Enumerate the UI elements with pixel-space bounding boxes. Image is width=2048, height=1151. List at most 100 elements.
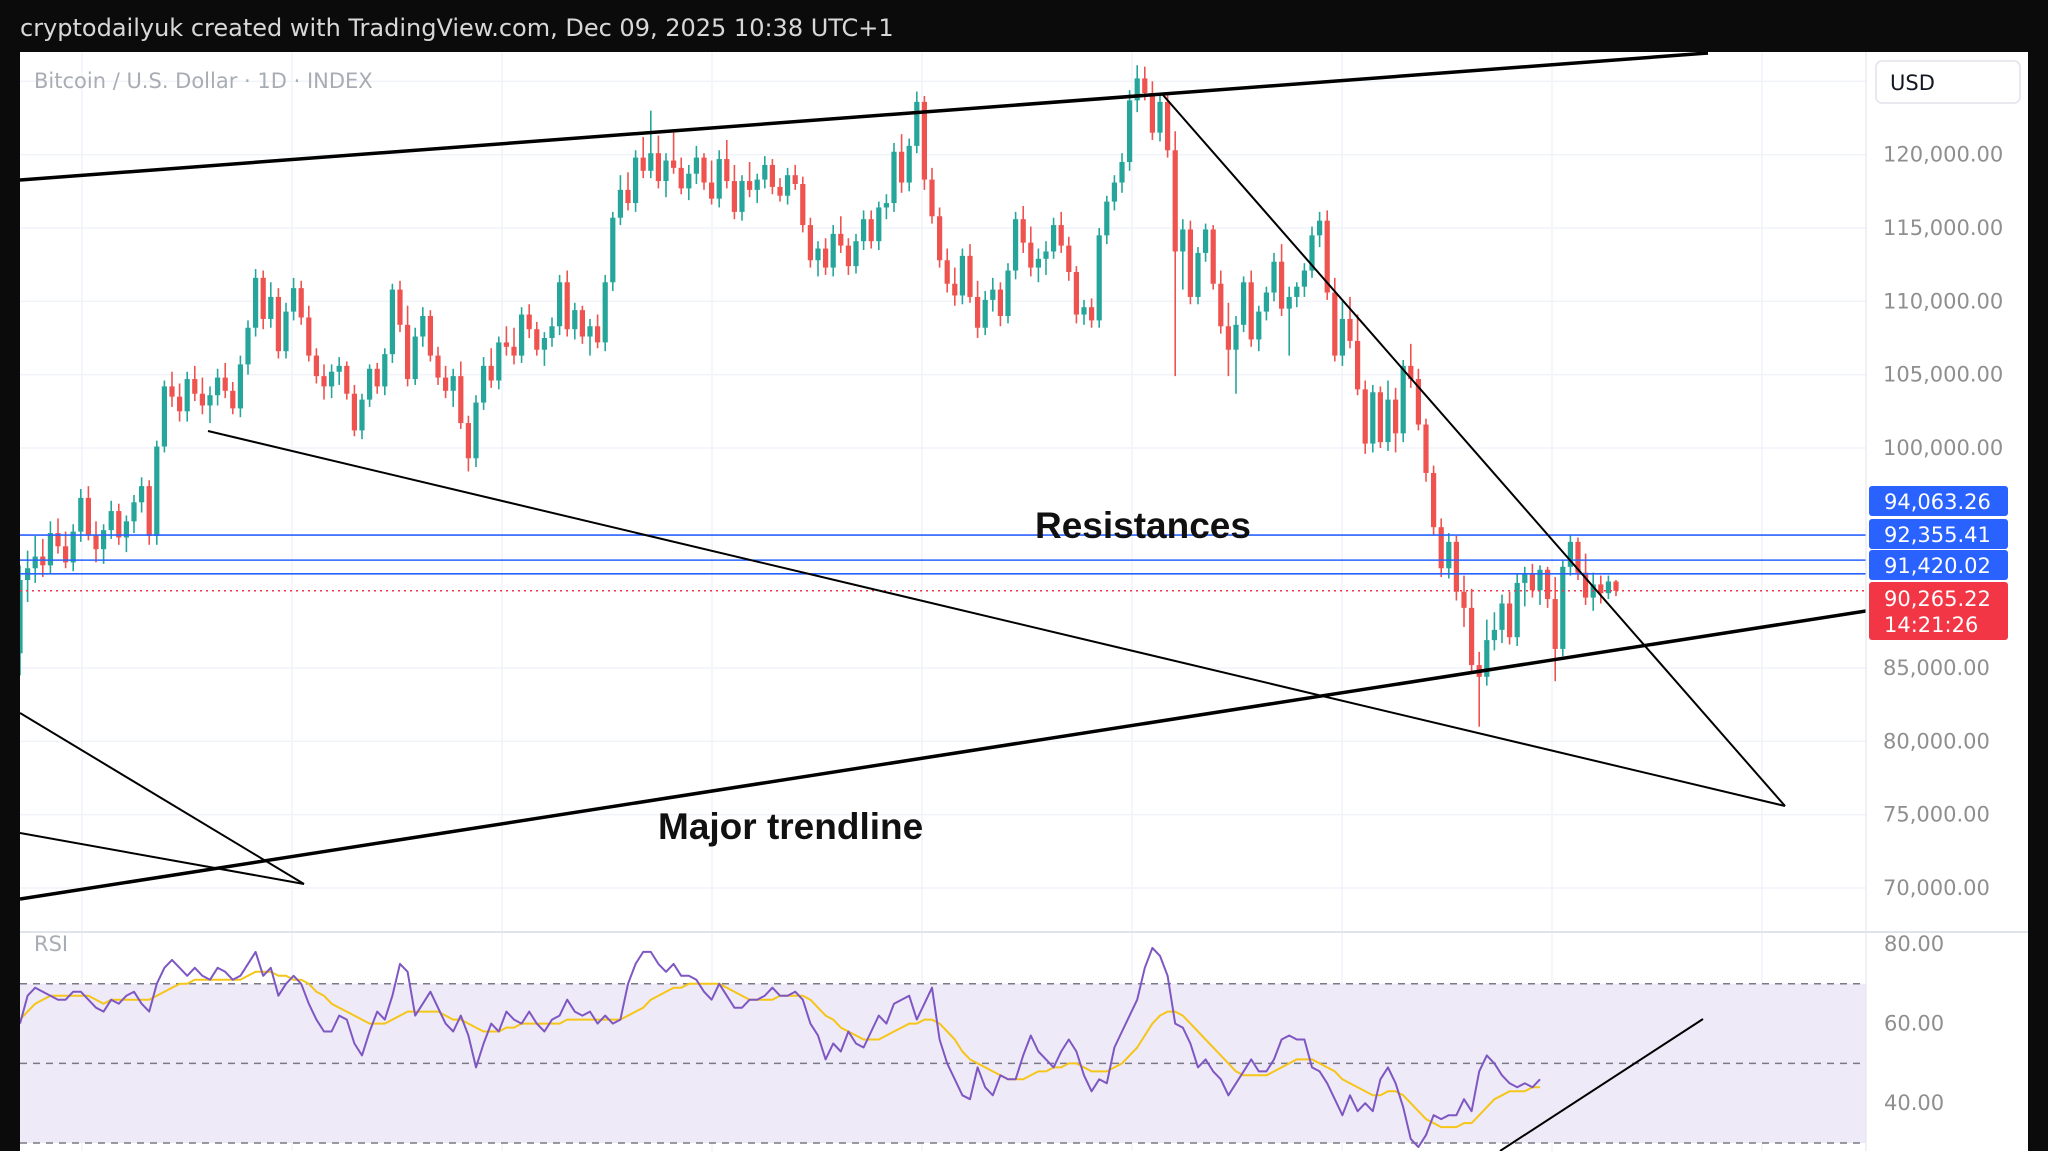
candle-body — [959, 255, 965, 296]
candle-body — [1332, 292, 1338, 356]
candle-body — [313, 355, 319, 377]
candle-body — [1438, 527, 1444, 569]
level-price-pill — [1869, 519, 2008, 549]
candle-body — [602, 282, 608, 343]
candle-body — [579, 310, 585, 337]
candle-body — [146, 486, 152, 536]
candle-body — [78, 497, 84, 532]
candle-body — [253, 277, 259, 328]
candle-body — [412, 336, 418, 380]
candle-body — [397, 289, 403, 325]
candle-body — [443, 377, 449, 391]
candle-body — [1203, 229, 1209, 253]
candle-body — [260, 277, 266, 319]
candle-body — [1294, 286, 1300, 297]
candle-body — [1043, 251, 1049, 259]
candle-body — [123, 521, 129, 538]
candle-body — [534, 329, 540, 350]
candle-body — [1537, 569, 1543, 591]
price-tick-label: 120,000.00 — [1883, 143, 2003, 167]
candle-body — [1005, 270, 1011, 316]
old-trendline-b[interactable] — [20, 832, 305, 885]
candle-body — [465, 423, 471, 459]
rsi-axis[interactable]: 80.00 60.00 40.00 — [1884, 932, 1944, 1115]
old-trendline-a[interactable] — [20, 712, 305, 885]
upper-channel-trendline[interactable] — [20, 52, 1709, 182]
candle-body — [1309, 235, 1315, 271]
candle-body — [1035, 258, 1041, 268]
candle-body — [1446, 541, 1452, 569]
candle-body — [169, 386, 175, 397]
candle-body — [982, 299, 988, 328]
candle-body — [997, 289, 1003, 316]
candle-body — [937, 216, 943, 261]
level-price-pill — [1869, 550, 2008, 580]
candle-body — [1089, 307, 1095, 321]
candle-body — [739, 181, 745, 212]
candle-body — [222, 377, 228, 391]
candle-body — [192, 379, 198, 394]
currency-button[interactable]: USD — [1875, 60, 2021, 104]
candle-body — [1301, 270, 1307, 287]
candle-body — [435, 355, 441, 378]
rsi-lines — [20, 946, 1541, 1148]
candle-body — [952, 283, 958, 296]
candle-body — [1529, 574, 1535, 591]
candle-body — [1377, 392, 1383, 443]
candle-body — [595, 326, 601, 343]
candle-body — [1096, 235, 1102, 321]
candle-body — [747, 181, 753, 190]
candle-body — [20, 580, 23, 654]
candle-body — [1286, 296, 1292, 309]
level-price-text: 94,063.26 — [1884, 490, 1991, 514]
candle-body — [1104, 201, 1110, 236]
descending-trendline[interactable] — [1162, 94, 1786, 807]
lower-wedge-trendline[interactable] — [207, 430, 1786, 807]
candle-body — [686, 173, 692, 189]
candle-body — [1339, 318, 1345, 356]
candle-body — [1552, 599, 1558, 649]
candle-body — [405, 324, 411, 380]
candle-body — [557, 282, 563, 327]
candle-body — [648, 153, 654, 171]
candle-body — [1469, 607, 1475, 666]
bar-countdown-text: 14:21:26 — [1884, 613, 1978, 637]
candle-body — [724, 159, 730, 182]
candle-body — [640, 157, 646, 171]
candle-body — [830, 233, 836, 268]
rsi-legend[interactable]: RSI — [34, 932, 68, 956]
candle-body — [716, 159, 722, 199]
major-trendline[interactable] — [20, 609, 1866, 901]
candle-body — [1051, 225, 1057, 252]
candle-body — [655, 153, 661, 182]
candle-body — [85, 497, 91, 535]
candle-body — [800, 184, 806, 226]
resistance-levels — [20, 534, 1866, 592]
candle-body — [1119, 162, 1125, 183]
candle-body — [1172, 150, 1178, 252]
candle-body — [1279, 261, 1285, 309]
rsi-trendline[interactable] — [1499, 1018, 1704, 1151]
candle-body — [306, 317, 312, 356]
candle-body — [549, 326, 555, 338]
candle-body — [633, 157, 639, 204]
candle-body — [1385, 399, 1391, 443]
currency-label: USD — [1890, 71, 1935, 95]
candle-body — [754, 179, 760, 190]
price-tick-label: 100,000.00 — [1883, 436, 2003, 460]
candle-body — [199, 393, 205, 406]
candle-body — [1393, 399, 1399, 434]
symbol-legend[interactable]: Bitcoin / U.S. Dollar · 1D · INDEX — [34, 69, 373, 93]
candle-body — [792, 175, 798, 184]
candle-body — [1583, 572, 1589, 598]
candle-body — [374, 368, 380, 387]
candle-body — [990, 289, 996, 300]
header-text: cryptodailyuk created with TradingView.c… — [20, 14, 894, 42]
candle-body — [1370, 392, 1376, 444]
candle-body — [1499, 603, 1505, 630]
candle-body — [1575, 541, 1581, 573]
candle-body — [427, 316, 433, 356]
major-trendline-annotation: Major trendline — [658, 806, 923, 847]
candle-body — [116, 511, 122, 538]
